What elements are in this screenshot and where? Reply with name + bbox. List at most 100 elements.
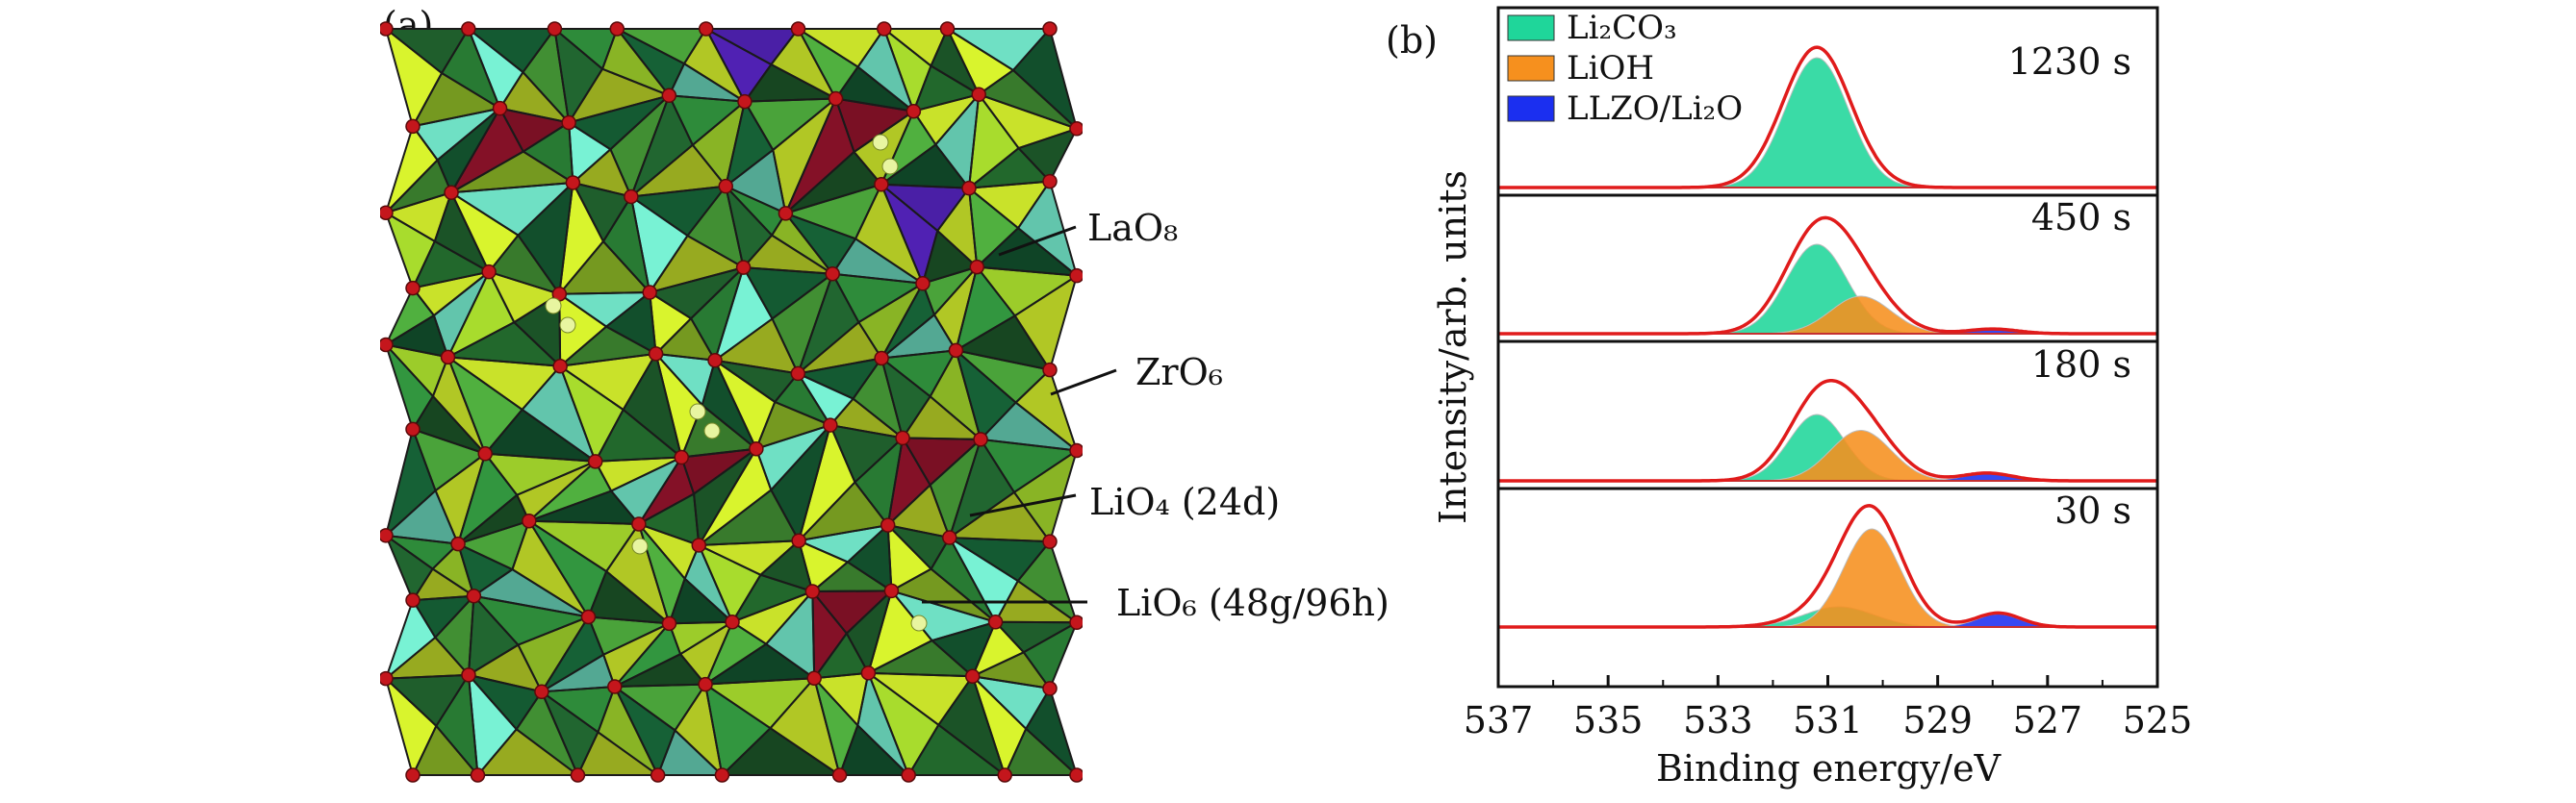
oxygen-atom xyxy=(831,767,848,783)
polyhedron-face xyxy=(798,358,882,399)
polyhedron-face xyxy=(705,621,767,685)
polyhedron-face xyxy=(835,66,914,112)
oxygen-atom xyxy=(650,767,666,783)
polyhedron-face xyxy=(650,236,744,293)
polyhedron-face xyxy=(681,448,756,494)
oxygen-atom xyxy=(1042,21,1058,37)
polyhedron-face xyxy=(518,183,574,294)
polyhedron-face xyxy=(755,425,830,490)
oxygen-atom xyxy=(492,100,508,116)
polyhedron-face xyxy=(692,101,745,187)
oxygen-atom xyxy=(987,615,1004,630)
polyhedron-face xyxy=(541,687,615,733)
polyhedron-face xyxy=(977,228,1077,276)
polyhedron-face xyxy=(715,360,776,449)
polyhedron-face xyxy=(413,240,490,289)
polyhedron-face xyxy=(468,29,555,73)
polyhedron-face xyxy=(512,520,589,617)
spectrum-time-label: 1230 s xyxy=(2008,40,2131,83)
oxygen-atom xyxy=(380,21,394,37)
oxygen-atom xyxy=(948,342,964,359)
legend-label: Li₂CO₃ xyxy=(1567,9,1677,47)
spectrum-time-label: 180 s xyxy=(2031,343,2131,386)
polyhedron-face xyxy=(413,429,486,491)
polyhedron-face xyxy=(930,439,982,539)
polyhedron-face xyxy=(891,590,996,641)
polyhedron-edge xyxy=(703,682,773,776)
lithium-atom xyxy=(631,538,649,555)
polyhedron-face xyxy=(573,149,631,197)
polyhedron-face xyxy=(485,409,596,462)
oxygen-atom xyxy=(561,114,576,131)
polyhedron-face xyxy=(630,95,693,197)
polyhedron-face xyxy=(413,725,478,775)
polyhedron-face xyxy=(684,544,733,622)
polyhedron-face xyxy=(386,674,469,726)
oxygen-atom xyxy=(661,88,677,104)
polyhedron-face xyxy=(903,438,982,486)
polyhedron-edge xyxy=(527,519,608,617)
spectrum-1: 450 s xyxy=(1498,196,2157,336)
polyhedron-face xyxy=(705,678,815,729)
polyhedron-face xyxy=(891,568,996,622)
oxygen-atom xyxy=(961,180,977,196)
x-tick-label: 531 xyxy=(1793,699,1863,741)
polyhedron-edge xyxy=(880,109,937,186)
oxygen-atom xyxy=(901,767,916,783)
oxygen-atom xyxy=(380,205,394,220)
oxygen-atom xyxy=(939,21,956,37)
polyhedron-face xyxy=(473,569,589,617)
oxygen-atom xyxy=(828,90,844,107)
oxygen-atom xyxy=(707,352,723,368)
polyhedron-face xyxy=(832,238,923,284)
polyhedron-face xyxy=(922,266,978,315)
polyhedron-face xyxy=(835,98,914,152)
polyhedron-edge xyxy=(637,523,686,624)
polyhedron-face xyxy=(933,266,978,351)
polyhedron-face xyxy=(451,183,574,236)
polyhedron-face xyxy=(413,108,500,161)
polyhedron-face xyxy=(814,672,869,726)
label-lao8: LaO₈ xyxy=(1087,207,1179,249)
polyhedron-face xyxy=(614,623,681,688)
polyhedron-face xyxy=(773,98,836,213)
polyhedron-edge xyxy=(383,532,434,601)
polyhedron-edge xyxy=(954,347,1018,440)
polyhedron-edge xyxy=(385,597,437,680)
polyhedron-face xyxy=(386,637,469,679)
polyhedron-face xyxy=(602,196,650,293)
oxygen-atom xyxy=(1069,767,1083,783)
polyhedron-face xyxy=(554,29,603,123)
polyhedron-face xyxy=(447,357,523,454)
polyhedron-face xyxy=(386,315,448,358)
oxygen-atom xyxy=(804,584,821,599)
polyhedron-face xyxy=(868,672,939,775)
polyhedron-face xyxy=(451,108,523,193)
polyhedron-face xyxy=(881,314,956,359)
polyhedron-face xyxy=(1026,688,1077,775)
polyhedron-face xyxy=(699,540,800,575)
polyhedron-face xyxy=(413,595,474,638)
polyhedron-face xyxy=(386,160,452,213)
polyhedron-face xyxy=(442,29,500,109)
oxygen-atom xyxy=(860,665,877,681)
polyhedron-edge xyxy=(971,675,1028,776)
oxygen-atom xyxy=(450,536,466,552)
polyhedron-edge xyxy=(568,120,613,184)
spectrum-time-label: 30 s xyxy=(2054,489,2131,532)
legend-swatch xyxy=(1507,55,1555,82)
polyhedron-face xyxy=(726,149,786,213)
polyhedron-face xyxy=(799,525,888,563)
polyhedron-edge xyxy=(654,353,703,458)
polyhedron-face xyxy=(435,453,486,544)
polyhedron-edge xyxy=(797,271,860,375)
polyhedron-face xyxy=(931,621,996,677)
polyhedron-face xyxy=(1018,128,1077,182)
oxygen-atom xyxy=(405,767,421,783)
polyhedron-edge xyxy=(385,343,435,430)
polyhedron-edge xyxy=(446,354,524,455)
leader-zro6 xyxy=(1050,368,1117,396)
polyhedron-face xyxy=(435,595,474,675)
polyhedron-face xyxy=(699,448,772,545)
